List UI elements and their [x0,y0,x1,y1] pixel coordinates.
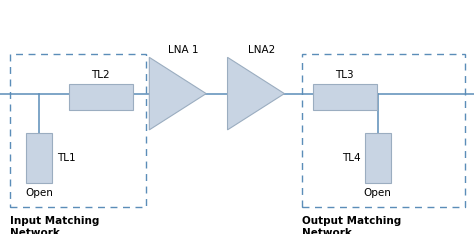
Bar [10,54,146,207]
Text: Input Matching
Network: Input Matching Network [10,216,100,234]
Text: TL2: TL2 [91,69,110,80]
Bar [365,133,391,183]
Text: Open: Open [26,188,53,198]
Text: LNA 1: LNA 1 [168,45,199,55]
Bar [302,54,465,207]
Bar [26,133,52,183]
Text: Open: Open [364,188,392,198]
Bar [313,84,377,110]
Text: Output Matching
Network: Output Matching Network [302,216,401,234]
Bar [69,84,133,110]
Text: TL3: TL3 [336,69,354,80]
Polygon shape [228,57,284,130]
Polygon shape [149,57,206,130]
Text: TL4: TL4 [342,153,360,163]
Text: TL1: TL1 [57,153,75,163]
Text: LNA2: LNA2 [248,45,275,55]
